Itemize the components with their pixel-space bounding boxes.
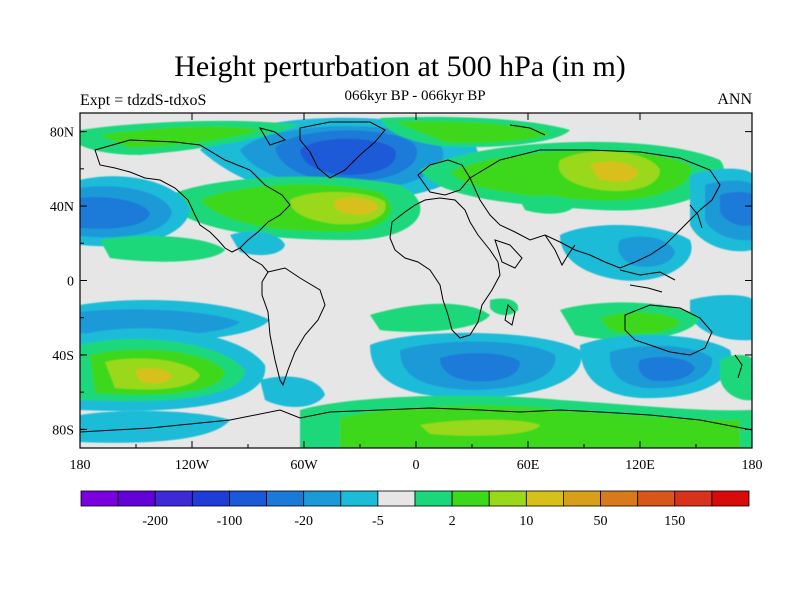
- lon-label: 120W: [175, 458, 210, 473]
- colorbar-label: 150: [664, 514, 685, 529]
- colorbar-swatch: [674, 490, 713, 507]
- coast-europe-africa: [389, 197, 501, 339]
- contour-field: [80, 116, 752, 448]
- lat-label: 40S: [52, 349, 74, 364]
- plot-subtitle: 066kyr BP - 066kyr BP: [344, 88, 486, 104]
- colorbar-swatch: [80, 490, 119, 507]
- colorbar-swatch: [414, 490, 453, 507]
- lat-label: 0: [67, 275, 74, 290]
- coast-australia: [624, 304, 713, 356]
- colorbar-swatch: [488, 490, 527, 507]
- colorbar-label: 50: [594, 514, 608, 529]
- map-axes: 80N 40N 0 40S 80S 180 120W 60W 0 60E 120E 180: [50, 113, 763, 473]
- colorbar-swatch: [154, 490, 193, 507]
- coast-asia: [469, 149, 721, 269]
- colorbar-label: -200: [142, 514, 168, 529]
- colorbar-swatch: [377, 490, 416, 507]
- colorbar-swatch: [191, 490, 230, 507]
- lon-label: 120E: [625, 458, 655, 473]
- colorbar-swatch: [303, 490, 342, 507]
- colorbar-label: -5: [372, 514, 384, 529]
- coast-greenland: [299, 121, 386, 179]
- colorbar-swatch: [451, 490, 490, 507]
- colorbar-swatch: [637, 490, 676, 507]
- colorbar-label: -100: [217, 514, 243, 529]
- colorbar-swatch: [266, 490, 305, 507]
- experiment-label: Expt = tdzdS-tdxoS: [80, 92, 207, 109]
- coast-north-america: [94, 139, 291, 253]
- lat-label: 80N: [50, 126, 74, 141]
- lon-label: 180: [742, 458, 763, 473]
- colorbar-swatch: [340, 490, 379, 507]
- coast-antarctica: [80, 407, 752, 433]
- lat-label: 80S: [52, 423, 74, 438]
- season-label: ANN: [717, 91, 752, 108]
- colorbar-label: 2: [449, 514, 456, 529]
- plot-title: Height perturbation at 500 hPa (in m): [174, 50, 626, 83]
- coastlines: [80, 121, 752, 433]
- colorbar-label: 10: [519, 514, 533, 529]
- colorbar-swatch: [229, 490, 267, 507]
- colorbar-swatch: [711, 490, 750, 507]
- colorbar-swatch: [117, 490, 156, 507]
- lon-label: 0: [413, 458, 420, 473]
- lat-label: 40N: [50, 200, 74, 215]
- lon-label: 60W: [290, 458, 318, 473]
- lon-label: 60E: [517, 458, 540, 473]
- colorbar-label: -20: [294, 514, 313, 529]
- colorbar: -200 -100 -20 -5 2 10 50 150: [80, 490, 750, 529]
- colorbar-swatch: [563, 490, 601, 507]
- lon-label: 180: [70, 458, 91, 473]
- coast-south-america: [261, 267, 326, 387]
- colorbar-swatch: [525, 490, 564, 507]
- colorbar-swatch: [600, 490, 639, 507]
